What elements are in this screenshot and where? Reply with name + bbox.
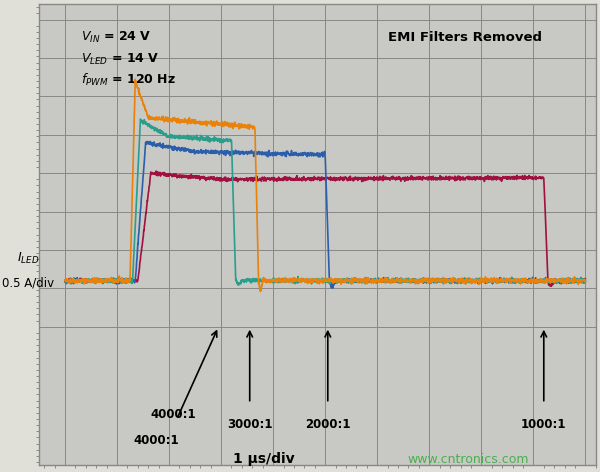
Text: $V_{IN}$ = 24 V: $V_{IN}$ = 24 V xyxy=(80,30,151,45)
Text: 1000:1: 1000:1 xyxy=(521,418,566,431)
Text: 4000:1: 4000:1 xyxy=(151,408,196,421)
Text: 0.5 A/div: 0.5 A/div xyxy=(2,277,55,290)
Text: 1 μs/div: 1 μs/div xyxy=(233,452,295,465)
Text: www.cntronics.com: www.cntronics.com xyxy=(407,453,529,465)
Text: 4000:1: 4000:1 xyxy=(133,434,179,447)
Text: $f_{PWM}$ = 120 Hz: $f_{PWM}$ = 120 Hz xyxy=(80,72,175,88)
Text: $V_{LED}$ = 14 V: $V_{LED}$ = 14 V xyxy=(80,51,159,67)
Text: 2000:1: 2000:1 xyxy=(305,418,350,431)
Text: $I_{LED}$: $I_{LED}$ xyxy=(17,251,40,266)
Text: 3000:1: 3000:1 xyxy=(227,418,272,431)
Text: EMI Filters Removed: EMI Filters Removed xyxy=(388,31,542,44)
